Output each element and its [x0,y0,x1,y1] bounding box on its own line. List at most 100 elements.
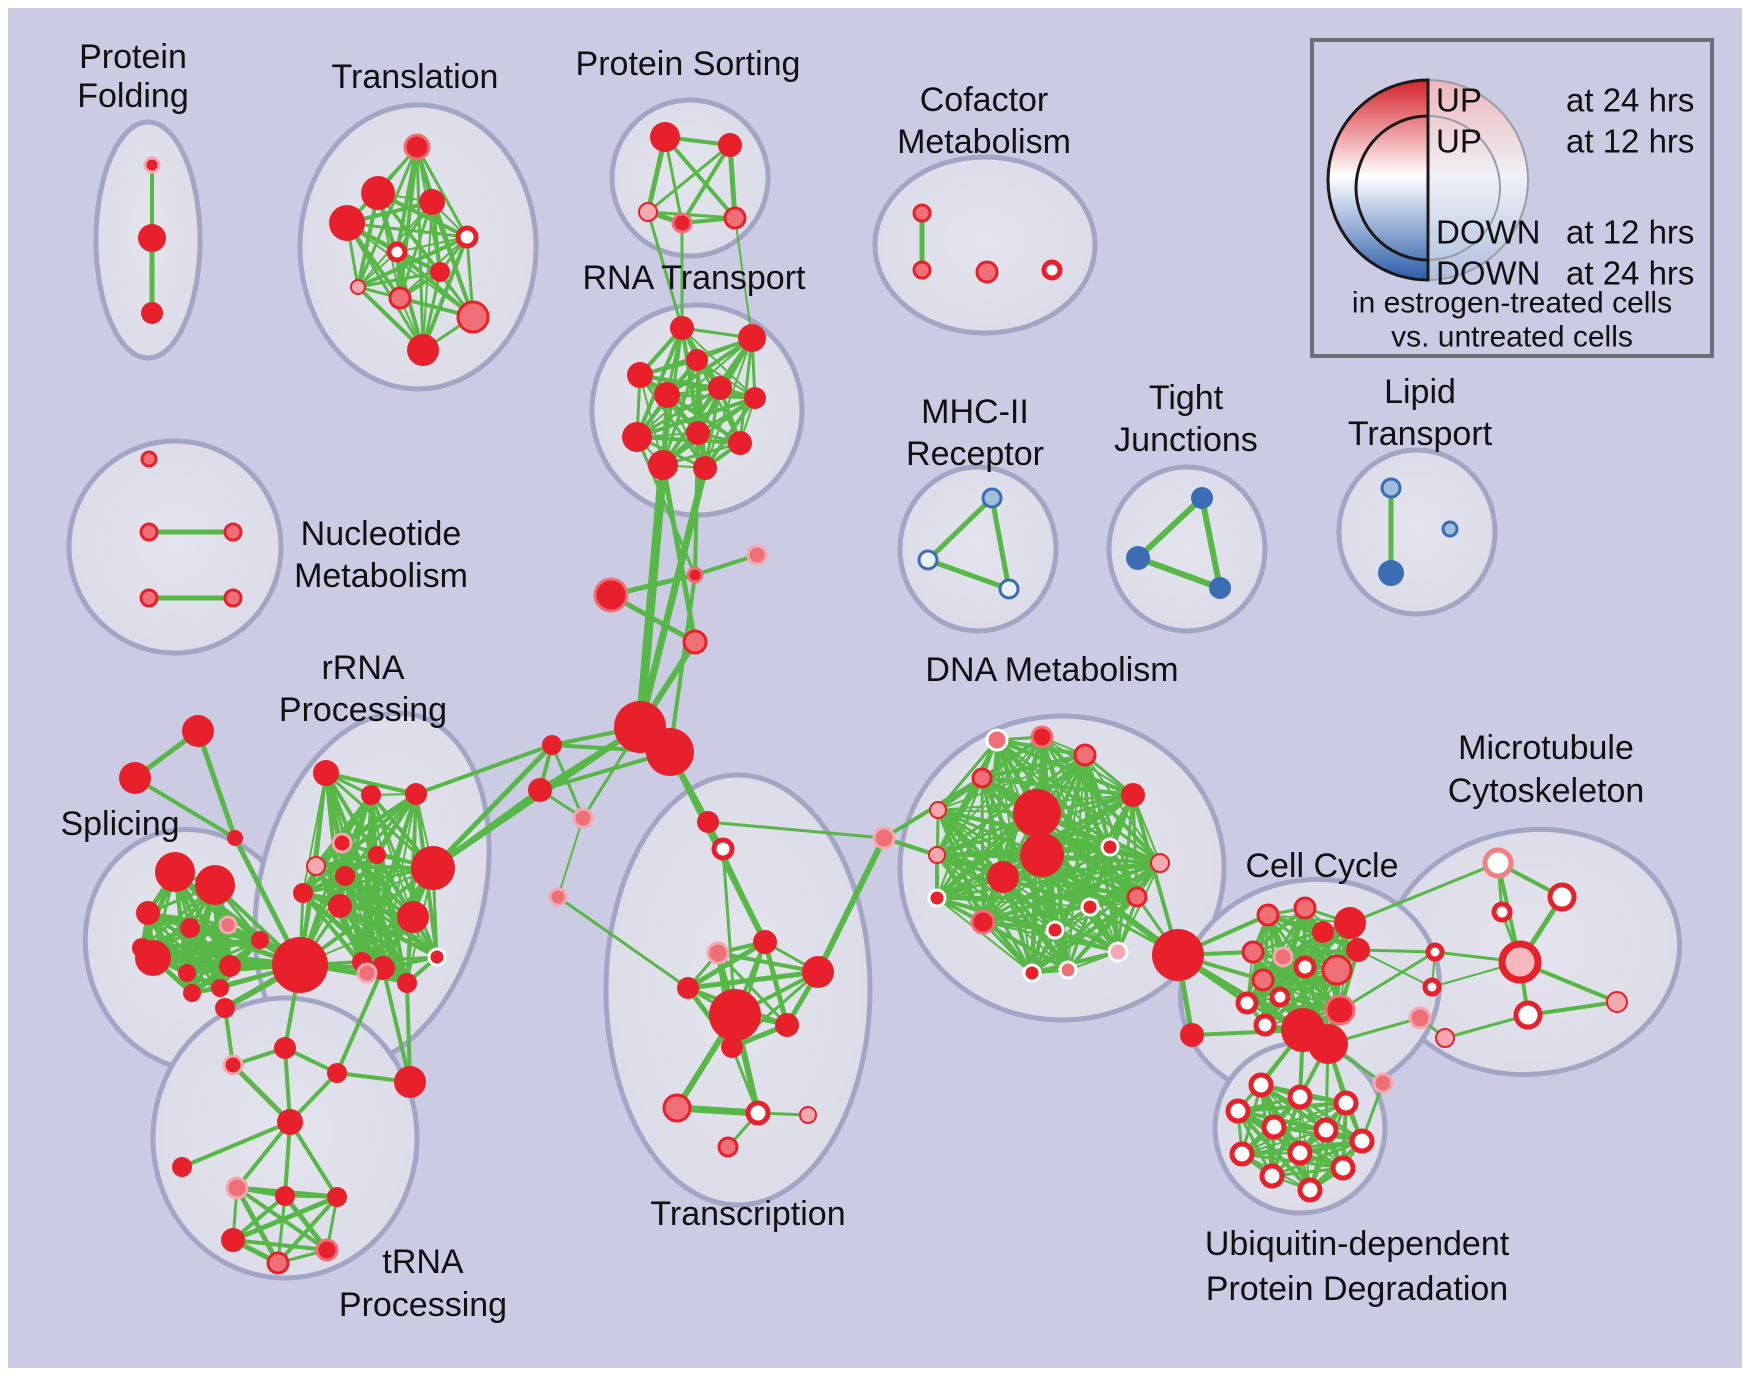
node-u1 [1248,1072,1274,1098]
node-sphub [272,937,328,993]
node-st3 [227,830,243,846]
node-d1 [985,728,1009,752]
edge-ps1-ps5 [663,135,737,220]
node-cc6 [1272,946,1294,968]
node-rr1 [313,760,339,786]
node-rr12 [397,901,429,933]
node-t10 [456,300,490,334]
edge-rt2-rt12 [704,337,753,469]
node-t4 [329,205,365,241]
node-cc5 [1241,940,1265,964]
node-sp7 [135,940,171,976]
cluster-label-tight-junctions-line2: Junctions [1114,421,1258,459]
cluster-label-cofactor-metabolism-line2: Metabolism [897,123,1071,161]
edge-d12-d18 [1116,793,1135,954]
edge-ps2-ps4 [680,143,732,225]
edge-j1-j2 [693,553,759,577]
edge-rr12-rr16 [301,891,415,919]
edge-mt7-mt8 [1526,1000,1619,1017]
node-rr7 [368,846,386,864]
legend-direction-label-2: UP [1436,123,1482,160]
cluster-label-rrna-processing-line1: rRNA [321,649,404,687]
cluster-label-protein-folding-line2: Folding [77,77,189,115]
legend: UP at 24 hrs UP at 12 hrs DOWN at 12 hrs DOWN a… [1310,38,1714,358]
edge-tr9-tr12 [276,1195,339,1265]
node-u11 [1259,1163,1285,1189]
node-d8 [1150,853,1170,873]
node-tx9 [745,1100,771,1126]
node-rr9 [328,894,352,918]
node-ps4 [671,212,693,234]
node-mh1 [981,487,1003,509]
node-rr14 [356,962,378,984]
node-sp12 [251,931,269,949]
node-j3 [593,577,629,613]
node-rt8 [686,421,710,445]
edge-cchub-d12 [1131,793,1180,957]
edge-ps2-ps5 [727,142,738,221]
node-d5 [929,801,947,819]
edge-d2-d16 [1040,735,1092,909]
edge-tr7-tr12 [234,1185,281,1266]
legend-time-label-3: at 12 hrs [1566,214,1694,251]
node-nu4 [139,588,159,608]
node-li2 [1378,560,1404,586]
node-d18 [1107,941,1129,963]
node-cc8 [1321,954,1353,986]
edge-rt12-ch1 [636,464,709,731]
edge-rt7-rt9 [635,396,757,439]
edge-t5-t6 [396,236,468,253]
edge-d1-d8 [995,738,1162,865]
node-sp2 [195,865,235,905]
node-rt12 [693,456,717,480]
edge-ps5-rt2 [734,217,753,339]
edge-rt1-rt9 [635,326,684,439]
node-tr4 [327,1063,347,1083]
node-t6 [386,241,408,263]
node-cc2 [1293,896,1317,920]
node-nu3 [223,522,243,542]
edge-d7-d18 [1108,845,1120,954]
node-sp10 [183,984,201,1002]
edge-rt6-rt9 [635,386,722,439]
legend-donut-faded-outer [1427,78,1529,282]
cluster-label-trna-processing-line1: tRNA [382,1243,464,1281]
node-nu2 [139,522,159,542]
cluster-label-protein-folding-line1: Protein [79,38,187,76]
node-d14 [970,909,996,935]
edge-rr3-ch3 [414,743,554,796]
node-sp3 [136,901,160,925]
node-tj3 [1209,577,1231,599]
node-tx3 [677,977,699,999]
node-ch2 [646,728,694,776]
edge-tx3-tx4 [685,969,821,991]
node-mh3 [998,578,1020,600]
node-cc18 [1372,1072,1394,1094]
node-pf1 [143,156,161,174]
node-tx10 [799,1106,817,1124]
node-cc12 [1235,991,1259,1015]
node-mt1 [1482,847,1514,879]
edge-t4-t5 [345,221,469,239]
edge-rr5-rr7 [314,853,379,868]
node-rr6 [335,866,355,886]
node-ps2 [718,133,742,157]
node-tx7 [721,1036,743,1058]
edge-t5-t8 [356,235,469,289]
node-ch5 [572,807,594,829]
node-u5 [1261,1114,1287,1140]
edge-rt7-rt12 [703,396,757,470]
edge-d14-d20 [981,920,1070,972]
edge-rr17-rr11 [381,966,412,1084]
node-d20 [1058,960,1078,980]
edge-rt9-j1 [635,435,697,577]
node-u8 [1229,1141,1255,1167]
edge-rt2-rt5 [665,336,754,397]
node-ch3 [542,735,562,755]
node-rt9 [622,422,652,452]
cluster-label-mhc-ii-receptor-line1: MHC-II [921,393,1029,431]
node-t8 [350,279,366,295]
node-tj2 [1126,546,1150,570]
edge-u6-u8 [1241,1129,1327,1155]
